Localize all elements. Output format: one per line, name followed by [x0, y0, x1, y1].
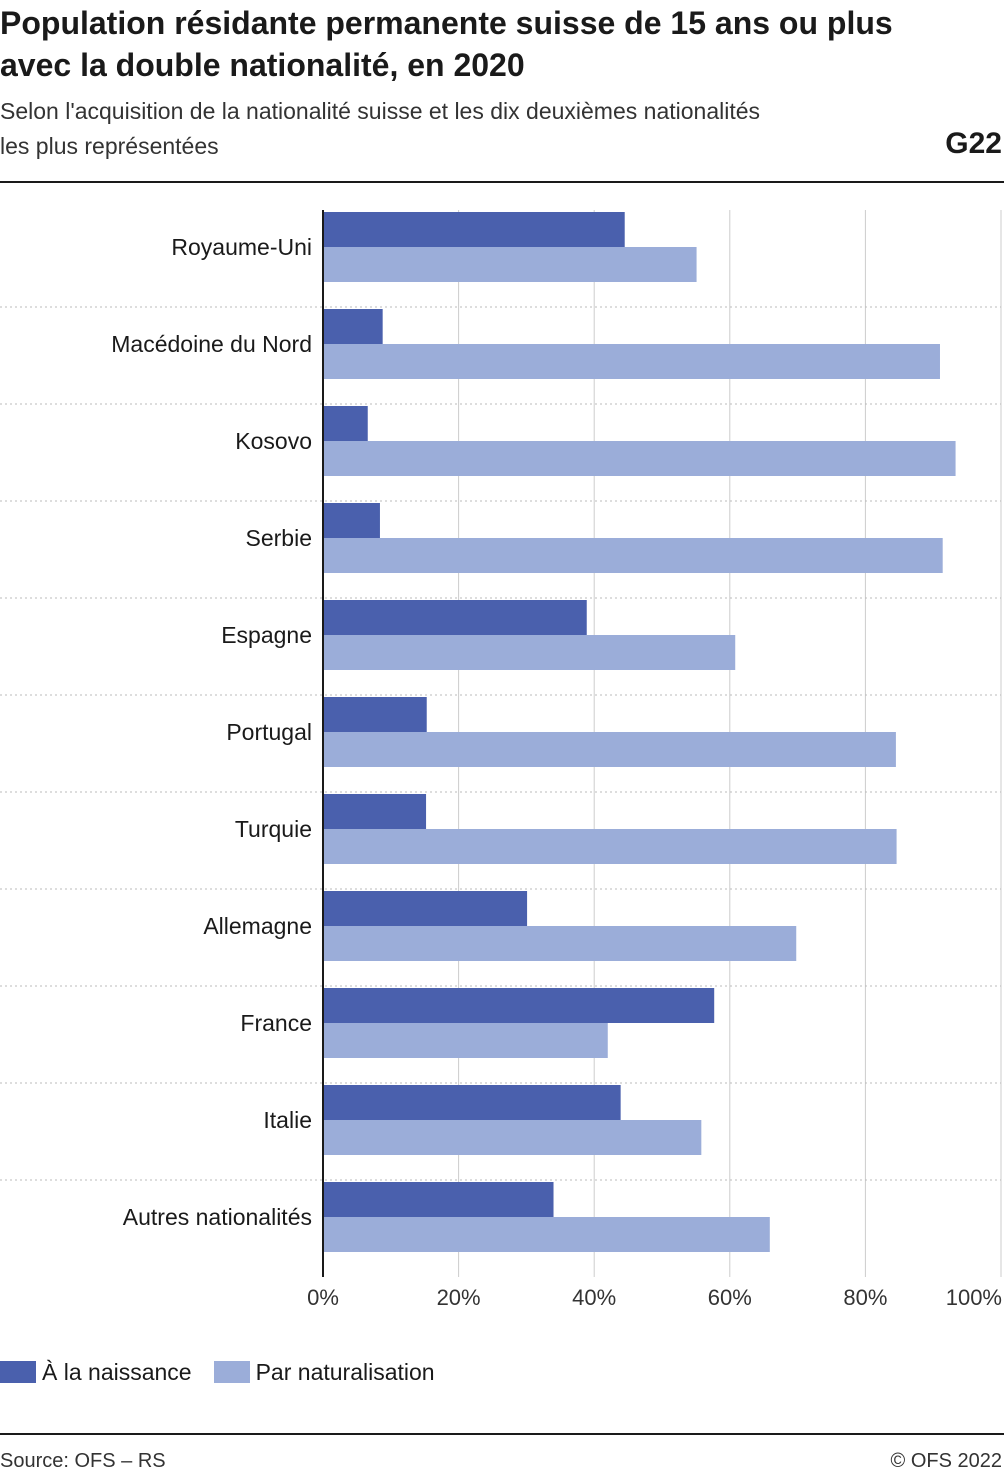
copyright-note: © OFS 2022 — [890, 1450, 1002, 1472]
bar-naturalisation — [323, 247, 697, 282]
category-label: France — [240, 1010, 312, 1036]
x-tick-label: 0% — [307, 1285, 339, 1310]
bar-naturalisation — [323, 829, 897, 864]
category-label: Royaume-Uni — [171, 234, 312, 260]
category-label: Turquie — [235, 816, 312, 842]
bar-naturalisation — [323, 1023, 608, 1058]
bar-naturalisation — [323, 344, 940, 379]
category-label: Allemagne — [203, 913, 312, 939]
bar-naturalisation — [323, 1217, 770, 1252]
footer-rule — [0, 1433, 1004, 1435]
bar-naturalisation — [323, 538, 943, 573]
x-tick-label: 60% — [708, 1285, 752, 1310]
bar-naissance — [323, 503, 380, 538]
header-rule — [0, 181, 1004, 183]
bar-naissance — [323, 697, 427, 732]
legend: À la naissance Par naturalisation — [0, 1356, 457, 1388]
bar-chart: Royaume-Uni Macédoine du Nord Kosovo Serbie… — [0, 210, 1002, 1310]
bar-naissance — [323, 1085, 621, 1120]
x-tick-label: 40% — [572, 1285, 616, 1310]
category-label: Macédoine du Nord — [111, 331, 312, 357]
category-label: Autres nationalités — [123, 1204, 312, 1230]
graphic-number: G22 — [945, 127, 1002, 160]
bar-naissance — [323, 794, 427, 829]
legend-label-naturalisation: Par naturalisation — [255, 1358, 435, 1385]
source-note: Source: OFS – RS — [0, 1450, 166, 1472]
bar-naturalisation — [323, 635, 736, 670]
legend-item-naturalisation: Par naturalisation — [213, 1358, 435, 1386]
x-tick-label: 20% — [437, 1285, 481, 1310]
bar-naturalisation — [323, 441, 956, 476]
bar-naturalisation — [323, 926, 797, 961]
chart-title: Population résidante permanente suisse d… — [0, 5, 893, 83]
bar-naturalisation — [323, 1120, 702, 1155]
bar-naissance — [323, 406, 368, 441]
category-label: Serbie — [246, 525, 312, 551]
x-tick-label: 100% — [946, 1285, 1002, 1310]
bar-naissance — [323, 600, 587, 635]
x-tick-label: 80% — [843, 1285, 887, 1310]
legend-swatch-naturalisation — [213, 1361, 250, 1383]
category-label: Italie — [263, 1107, 312, 1133]
bar-naissance — [323, 891, 528, 926]
legend-item-naissance: À la naissance — [0, 1359, 192, 1386]
bar-naissance — [323, 1182, 554, 1217]
legend-swatch-naissance — [0, 1361, 36, 1383]
bar-naissance — [323, 309, 383, 344]
category-label: Kosovo — [235, 428, 312, 454]
bar-naturalisation — [323, 732, 896, 767]
category-label: Espagne — [221, 622, 312, 648]
chart-subtitle: Selon l'acquisition de la nationalité su… — [0, 98, 761, 159]
bar-naissance — [323, 212, 625, 247]
bar-naissance — [323, 988, 715, 1023]
legend-label-naissance: À la naissance — [42, 1358, 192, 1385]
category-label: Portugal — [226, 719, 312, 745]
